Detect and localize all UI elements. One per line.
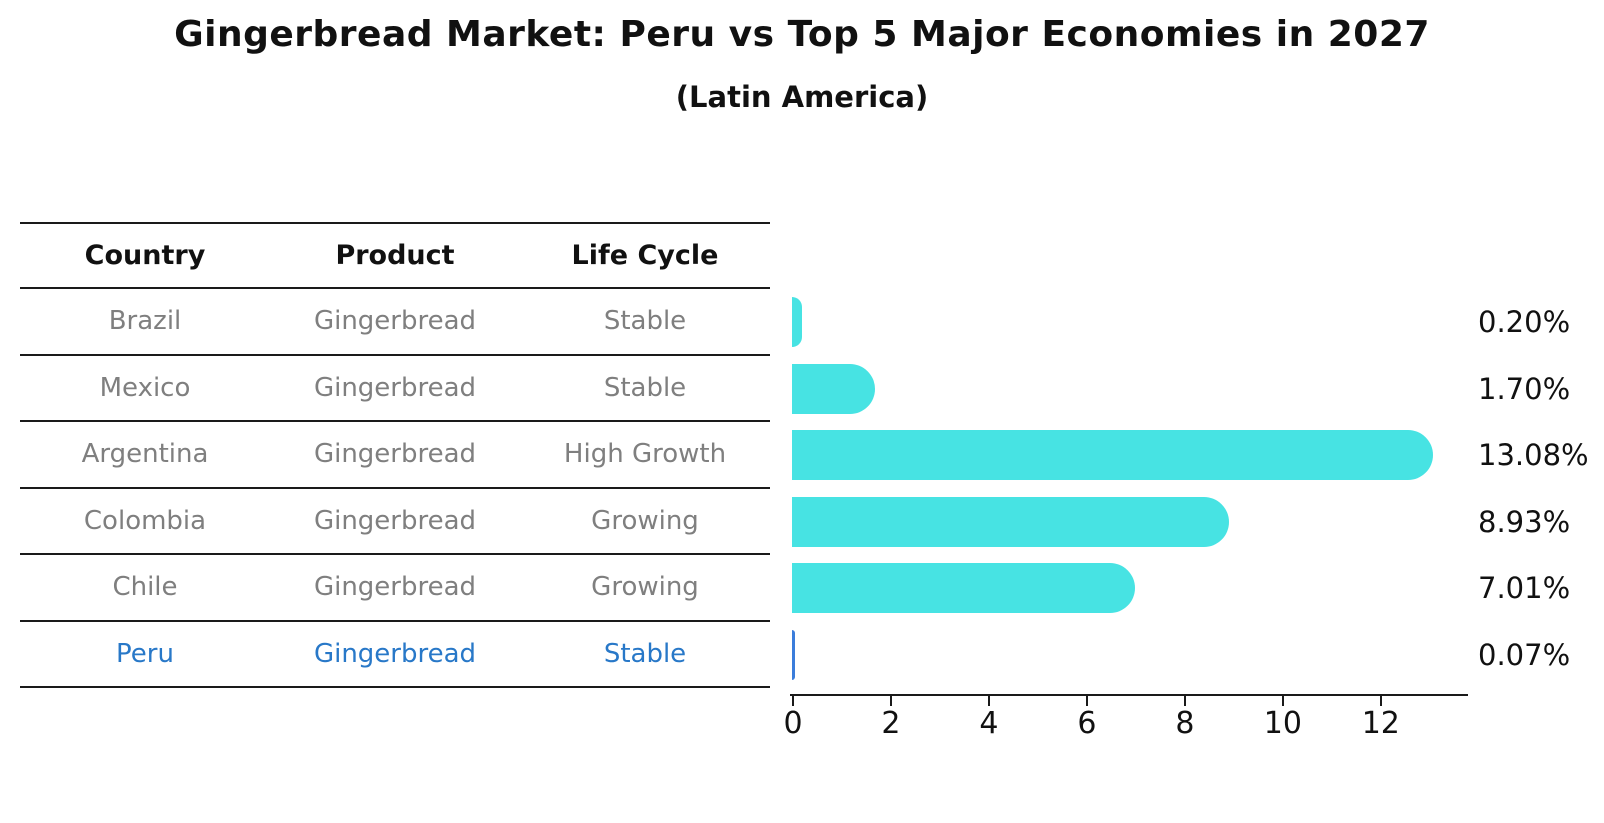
bar-row-argentina: [792, 422, 1468, 489]
bar-row-colombia: [792, 489, 1468, 556]
table-row-peru: Peru Gingerbread Stable: [20, 622, 770, 688]
table-row-mexico: Mexico Gingerbread Stable: [20, 356, 770, 422]
value-label-peru: 0.07%: [1478, 637, 1571, 672]
bar-argentina: [792, 430, 1433, 480]
product-cell: Gingerbread: [313, 372, 477, 403]
x-tick-mark-2: [889, 696, 892, 706]
value-label-colombia: 8.93%: [1478, 504, 1571, 539]
value-label-chile: 7.01%: [1478, 571, 1571, 605]
value-label-argentina: 13.08%: [1478, 438, 1589, 472]
chart-title: Gingerbread Market: Peru vs Top 5 Major …: [174, 14, 1430, 55]
x-tick-label-2: 2: [881, 706, 901, 741]
column-header-life-cycle: Life Cycle: [571, 240, 719, 271]
life-cycle-cell: Stable: [603, 372, 687, 403]
country-cell: Brazil: [108, 306, 182, 337]
bar-mexico: [792, 363, 876, 414]
bar-row-brazil: [792, 289, 1468, 356]
product-cell: Gingerbread: [313, 505, 477, 536]
country-cell: Chile: [112, 572, 178, 603]
life-cycle-cell: High Growth: [563, 439, 727, 470]
column-header-product: Product: [335, 240, 455, 271]
country-cell: Mexico: [99, 372, 191, 403]
x-tick-mark-12: [1379, 696, 1382, 706]
product-cell: Gingerbread: [313, 439, 477, 470]
bar-row-peru: [792, 622, 1468, 689]
product-cell: Gingerbread: [313, 306, 477, 337]
product-cell: Gingerbread: [313, 572, 477, 603]
country-table: Country Product Life Cycle Brazil Gingerb…: [20, 222, 770, 688]
x-tick-label-12: 12: [1361, 706, 1400, 741]
x-tick-label-0: 0: [783, 706, 803, 741]
country-cell: Argentina: [81, 439, 209, 470]
value-label-mexico: 1.70%: [1478, 371, 1571, 406]
x-tick-mark-10: [1281, 696, 1284, 706]
life-cycle-cell: Stable: [603, 638, 687, 669]
x-tick-mark-0: [792, 696, 794, 706]
chart-subtitle: (Latin America): [675, 80, 929, 114]
table-header-row: Country Product Life Cycle: [20, 222, 770, 289]
x-tick-label-4: 4: [979, 706, 999, 741]
x-tick-label-10: 10: [1263, 706, 1302, 741]
life-cycle-cell: Stable: [603, 306, 687, 337]
country-cell: Peru: [116, 638, 174, 669]
x-tick-mark-6: [1085, 696, 1088, 706]
value-label-brazil: 0.20%: [1478, 305, 1571, 339]
bar-chart-area: [792, 289, 1468, 688]
x-tick-label-6: 6: [1077, 706, 1097, 741]
bar-row-mexico: [792, 356, 1468, 423]
x-tick-mark-4: [987, 696, 990, 706]
product-cell: Gingerbread: [313, 638, 477, 669]
bar-peru: [792, 629, 796, 680]
table-row-chile: Chile Gingerbread Growing: [20, 555, 770, 622]
table-row-brazil: Brazil Gingerbread Stable: [20, 289, 770, 356]
value-labels: 0.20% 1.70% 13.08% 8.93% 7.01% 0.07%: [1478, 289, 1604, 688]
bar-brazil: [792, 297, 802, 347]
life-cycle-cell: Growing: [591, 572, 699, 603]
x-tick-label-8: 8: [1175, 706, 1195, 741]
bar-colombia: [792, 496, 1230, 547]
life-cycle-cell: Growing: [591, 505, 699, 536]
bar-row-chile: [792, 555, 1468, 622]
x-tick-mark-8: [1183, 696, 1186, 706]
x-axis: 0 2 4 6 8 10 12: [783, 694, 1468, 741]
column-header-country: Country: [84, 240, 206, 271]
table-row-argentina: Argentina Gingerbread High Growth: [20, 422, 770, 489]
table-body: Brazil Gingerbread Stable Mexico Gingerbread…: [20, 289, 770, 688]
country-cell: Colombia: [83, 505, 207, 536]
bar-chile: [792, 563, 1136, 613]
table-row-colombia: Colombia Gingerbread Growing: [20, 489, 770, 555]
